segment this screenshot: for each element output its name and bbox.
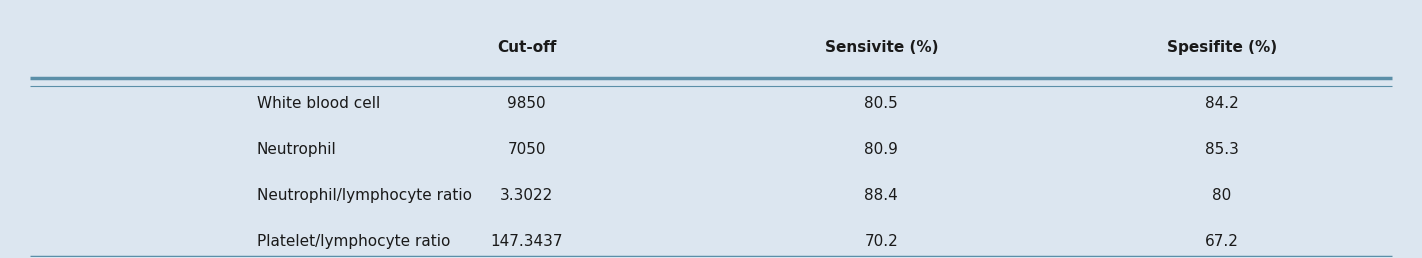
Text: Spesifite (%): Spesifite (%) (1167, 40, 1277, 55)
Text: Neutrophil/lymphocyte ratio: Neutrophil/lymphocyte ratio (257, 188, 472, 203)
Text: 70.2: 70.2 (865, 234, 899, 249)
Text: 7050: 7050 (508, 142, 546, 157)
Text: 80.5: 80.5 (865, 96, 899, 111)
Text: 80.9: 80.9 (865, 142, 899, 157)
Text: 3.3022: 3.3022 (501, 188, 553, 203)
Text: 80: 80 (1213, 188, 1231, 203)
Text: 88.4: 88.4 (865, 188, 899, 203)
Text: Cut-off: Cut-off (496, 40, 556, 55)
Text: 9850: 9850 (508, 96, 546, 111)
Text: 84.2: 84.2 (1204, 96, 1239, 111)
Text: White blood cell: White blood cell (257, 96, 380, 111)
Text: Sensivite (%): Sensivite (%) (825, 40, 939, 55)
Text: 147.3437: 147.3437 (491, 234, 563, 249)
Text: Platelet/lymphocyte ratio: Platelet/lymphocyte ratio (257, 234, 451, 249)
Text: Neutrophil: Neutrophil (257, 142, 337, 157)
Text: 67.2: 67.2 (1204, 234, 1239, 249)
Text: 85.3: 85.3 (1204, 142, 1239, 157)
